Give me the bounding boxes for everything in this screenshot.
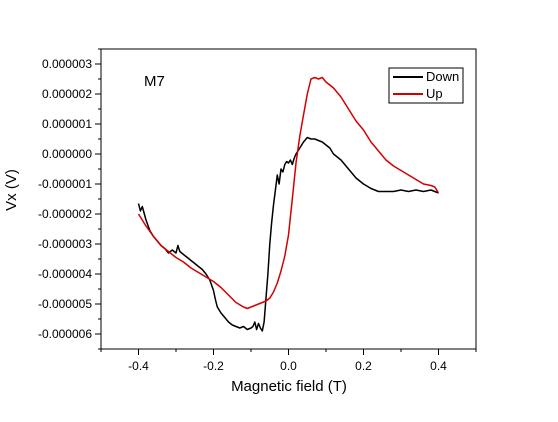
series-line-down (137, 136, 439, 332)
legend: Down Up (388, 67, 464, 104)
x-tick-label: 0.4 (430, 359, 447, 373)
x-axis-ticks: -0.4 -0.2 0.0 0.2 0.4 (100, 349, 477, 373)
y-tick-label: -0.000001 (38, 177, 92, 191)
y-tick-label: -0.000003 (38, 237, 92, 251)
y-tick-label: 0.000003 (42, 57, 92, 71)
y-tick-label: -0.000004 (38, 267, 92, 281)
y-axis-ticks: 0.000003 0.000002 0.000001 0.000000 -0.00000… (38, 48, 101, 350)
legend-box (388, 67, 464, 104)
y-tick-label: 0.000001 (42, 117, 92, 131)
x-tick-label: 0.0 (280, 359, 297, 373)
x-tick-label: -0.4 (128, 359, 149, 373)
series-line-up (137, 76, 440, 310)
y-tick-label: -0.000005 (38, 297, 92, 311)
x-tick-label: 0.2 (355, 359, 372, 373)
legend-label-up: Up (426, 86, 443, 101)
x-axis-title: Magnetic field (T) (231, 378, 347, 395)
y-tick-label: -0.000002 (38, 207, 92, 221)
y-tick-label: -0.000006 (38, 327, 92, 341)
sample-annotation: M7 (144, 73, 165, 90)
y-tick-label: 0.000002 (42, 87, 92, 101)
y-tick-label: 0.000000 (42, 147, 92, 161)
legend-label-down: Down (426, 69, 459, 84)
x-tick-label: -0.2 (203, 359, 224, 373)
y-axis-title: Vx (V) (3, 169, 20, 211)
series-layer (137, 76, 440, 332)
